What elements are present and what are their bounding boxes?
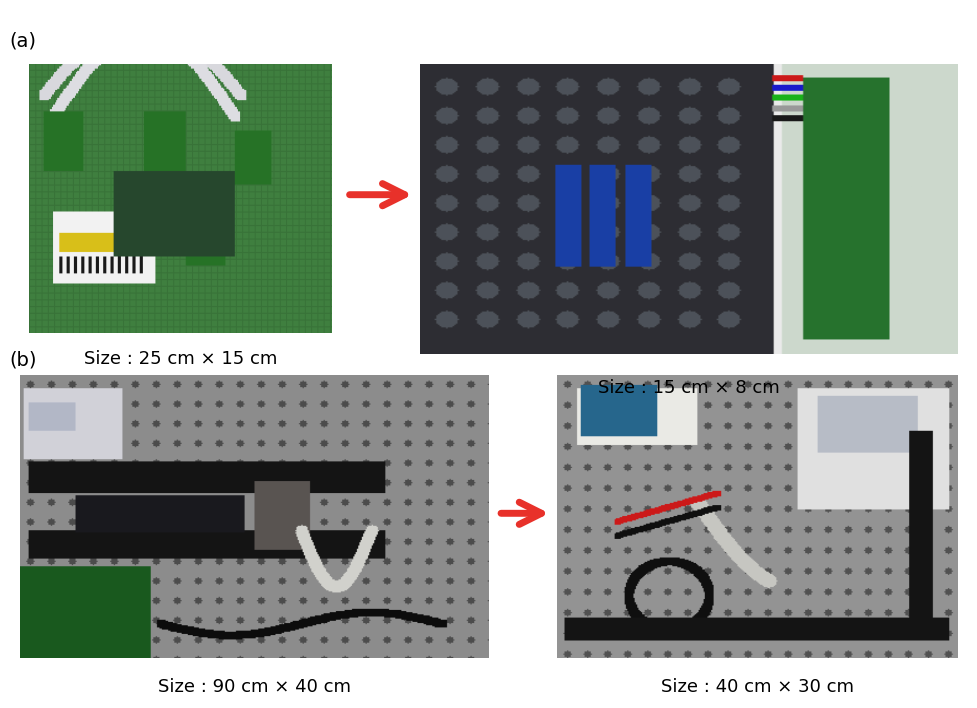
Text: (b): (b) — [10, 350, 37, 370]
Text: Size : 90 cm × 40 cm: Size : 90 cm × 40 cm — [157, 678, 351, 696]
Text: (a): (a) — [10, 32, 37, 51]
Text: Size : 25 cm × 15 cm: Size : 25 cm × 15 cm — [84, 350, 277, 368]
Text: Size : 15 cm × 8 cm: Size : 15 cm × 8 cm — [598, 379, 780, 396]
Text: Size : 40 cm × 30 cm: Size : 40 cm × 30 cm — [660, 678, 854, 696]
